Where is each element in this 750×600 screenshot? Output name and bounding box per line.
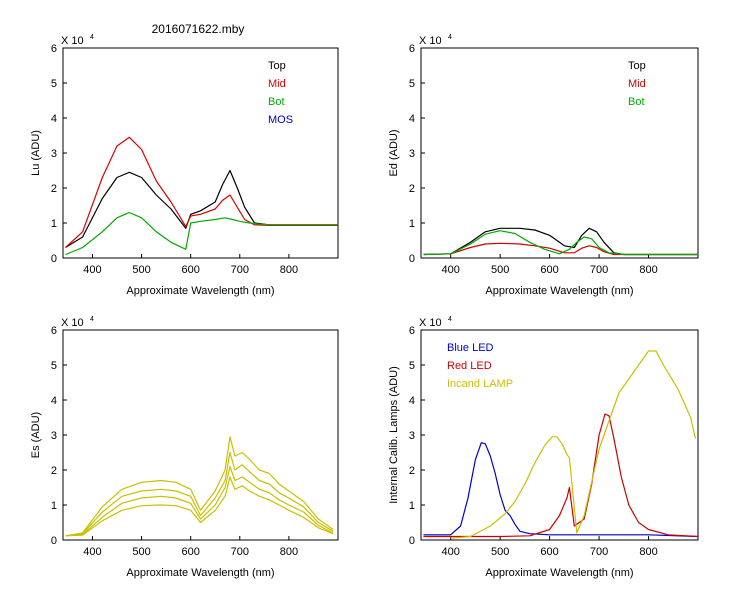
lu-legend-top: Top	[268, 60, 286, 72]
ed-series-mid	[423, 242, 698, 256]
cal-x-axis-label: Approximate Wavelength (nm)	[485, 567, 633, 579]
es-y-tick-label: 3	[51, 430, 57, 442]
ed-x-tick-label: 600	[540, 264, 558, 276]
ed-series-top	[423, 227, 698, 256]
lu-y-tick-label: 1	[51, 218, 57, 230]
es-y-axis-label: Es (ADU)	[30, 412, 42, 458]
ed-x-tick-label: 700	[590, 264, 608, 276]
ed-scale-exponent: 4	[448, 34, 452, 41]
lu-legend-bot: Bot	[268, 96, 285, 108]
es-x-tick-label: 700	[231, 546, 249, 558]
lu-y-tick-label: 6	[51, 43, 57, 55]
lu-y-tick-label: 0	[51, 253, 57, 265]
lu-plot-frame	[62, 47, 339, 259]
cal-series-incand-lamp	[450, 350, 697, 539]
cal-y-tick-label: 2	[409, 465, 415, 477]
cal-x-tick-label: 600	[540, 546, 558, 558]
lu-series-bot	[65, 211, 338, 256]
ed-x-axis-label: Approximate Wavelength (nm)	[485, 285, 633, 297]
cal-legend-red-led: Red LED	[447, 360, 492, 372]
es-y-tick-label: 1	[51, 500, 57, 512]
cal-legend-blue-led: Blue LED	[447, 342, 494, 354]
ed-legend-mid: Mid	[628, 78, 646, 90]
cal-y-tick-label: 6	[409, 325, 415, 337]
ed-y-tick-label: 5	[409, 78, 415, 90]
lu-x-axis-label: Approximate Wavelength (nm)	[126, 285, 274, 297]
ed-legend-top: Top	[628, 60, 646, 72]
ed-legend-bot: Bot	[628, 96, 645, 108]
figure-title: 2016071622.mby	[152, 22, 245, 36]
ed-y-tick-label: 3	[409, 148, 415, 160]
es-x-tick-label: 400	[83, 546, 101, 558]
cal-scale-label: X 10	[419, 317, 442, 329]
cal-y-axis-label: Internal Calib. Lamps (ADU)	[388, 366, 400, 504]
es-y-tick-label: 5	[51, 360, 57, 372]
ed-x-tick-label: 800	[639, 264, 657, 276]
cal-y-tick-label: 0	[409, 535, 415, 547]
lu-legend-mid: Mid	[268, 78, 286, 90]
es-series-es-3	[65, 465, 334, 537]
es-x-tick-label: 800	[280, 546, 298, 558]
lu-scale-exponent: 4	[90, 34, 94, 41]
ed-y-axis-label: Ed (ADU)	[388, 129, 400, 176]
lu-y-tick-label: 2	[51, 183, 57, 195]
es-y-tick-label: 0	[51, 535, 57, 547]
lu-x-tick-label: 700	[231, 264, 249, 276]
es-y-tick-label: 6	[51, 325, 57, 337]
es-x-tick-label: 500	[132, 546, 150, 558]
es-y-tick-label: 2	[51, 465, 57, 477]
cal-series-blue-led	[423, 442, 699, 538]
es-scale-exponent: 4	[90, 316, 94, 323]
cal-x-tick-label: 500	[491, 546, 509, 558]
cal-legend-incand-lamp: Incand LAMP	[447, 378, 513, 390]
cal-y-tick-label: 3	[409, 430, 415, 442]
lu-y-tick-label: 5	[51, 78, 57, 90]
ed-plot-frame	[420, 47, 699, 259]
es-series-es-1	[65, 436, 334, 537]
ed-y-tick-label: 2	[409, 183, 415, 195]
cal-scale-exponent: 4	[448, 316, 452, 323]
ed-x-tick-label: 500	[491, 264, 509, 276]
ed-scale-label: X 10	[419, 35, 442, 47]
es-x-axis-label: Approximate Wavelength (nm)	[126, 567, 274, 579]
cal-y-tick-label: 1	[409, 500, 415, 512]
lu-x-tick-label: 600	[181, 264, 199, 276]
lu-x-tick-label: 400	[83, 264, 101, 276]
lu-y-tick-label: 3	[51, 148, 57, 160]
cal-x-tick-label: 400	[441, 546, 459, 558]
ed-y-tick-label: 6	[409, 43, 415, 55]
lu-series-top	[65, 169, 338, 249]
cal-y-tick-label: 5	[409, 360, 415, 372]
ed-x-tick-label: 400	[441, 264, 459, 276]
es-y-tick-label: 4	[51, 395, 57, 407]
lu-x-tick-label: 800	[280, 264, 298, 276]
cal-y-tick-label: 4	[409, 395, 415, 407]
es-series-es-4	[65, 476, 334, 537]
lu-scale-label: X 10	[61, 35, 84, 47]
lu-legend-mos: MOS	[268, 114, 293, 126]
ed-y-tick-label: 4	[409, 113, 415, 125]
es-x-tick-label: 600	[181, 546, 199, 558]
cal-x-tick-label: 700	[590, 546, 608, 558]
es-scale-label: X 10	[61, 317, 84, 329]
cal-x-tick-label: 800	[639, 546, 657, 558]
lu-y-tick-label: 4	[51, 113, 57, 125]
lu-x-tick-label: 500	[132, 264, 150, 276]
lu-y-axis-label: Lu (ADU)	[30, 130, 42, 176]
cal-series-red-led	[423, 413, 699, 538]
es-series-es-2	[65, 451, 334, 537]
ed-y-tick-label: 0	[409, 253, 415, 265]
ed-series-bot	[423, 230, 698, 256]
ed-y-tick-label: 1	[409, 218, 415, 230]
